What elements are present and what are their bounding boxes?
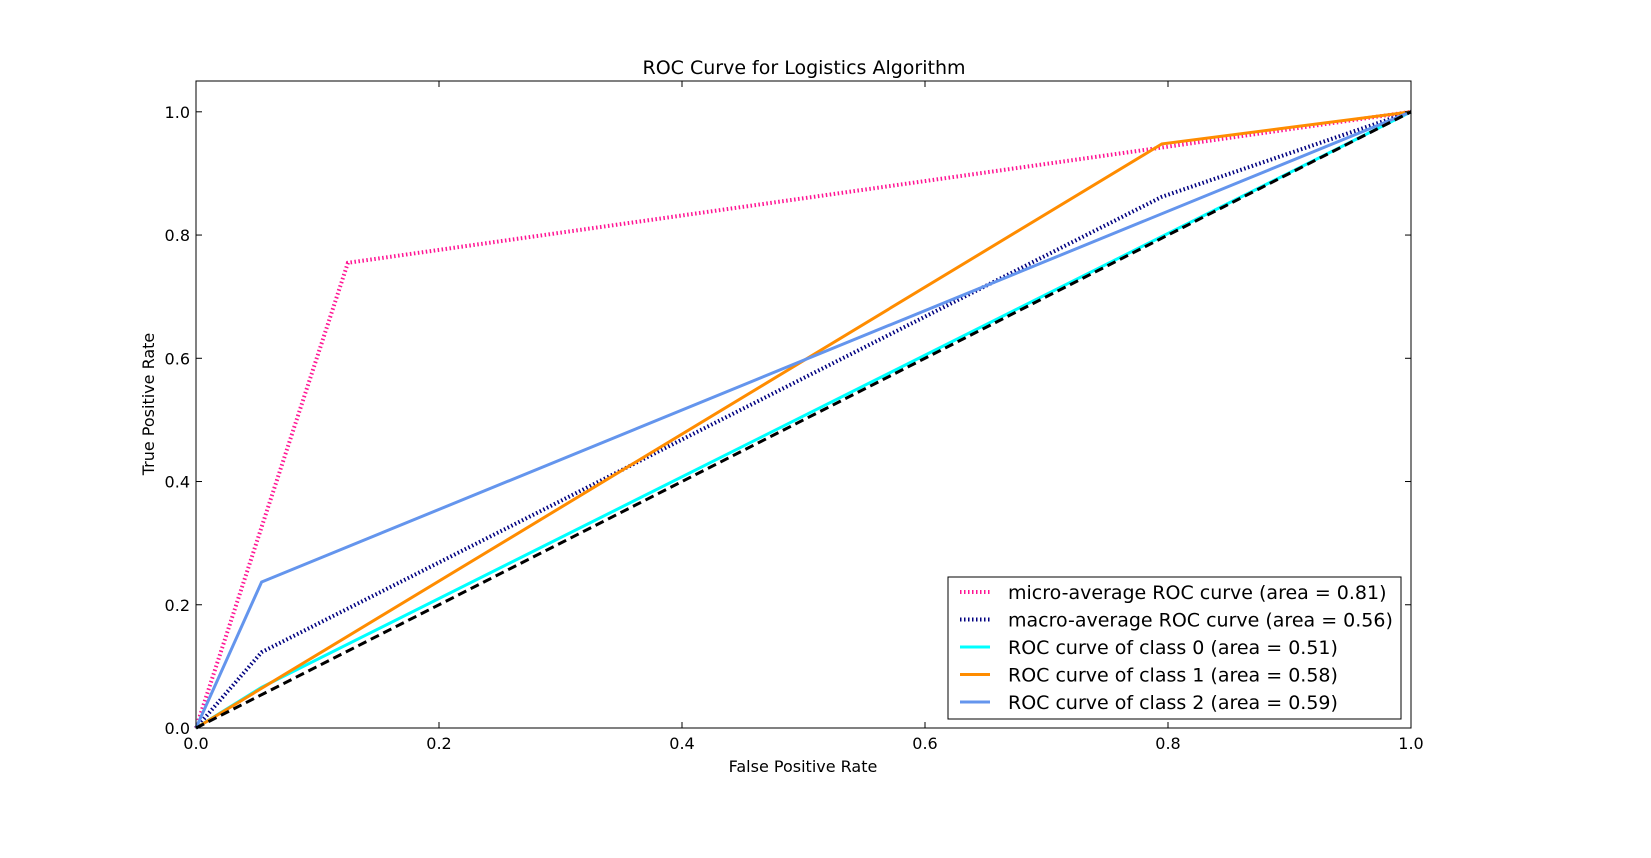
y-tick-label: 1.0 bbox=[165, 103, 190, 122]
roc-series-1 bbox=[194, 109, 1412, 730]
tick-layer: 0.0 0.2 0.4 0.6 0.8 1.0 0.0 0.2 0.4 0.6 0.8 1.0 bbox=[165, 81, 1424, 753]
y-axis-label: True Positive Rate bbox=[139, 333, 158, 477]
x-tick-label: 0.0 bbox=[183, 734, 208, 753]
legend-entry-label: micro-average ROC curve (area = 0.81) bbox=[1008, 582, 1387, 604]
legend-entry-label: macro-average ROC curve (area = 0.56) bbox=[1008, 610, 1393, 632]
x-tick-label: 0.6 bbox=[912, 734, 937, 753]
y-tick-label: 0.4 bbox=[165, 473, 190, 492]
x-tick-label: 0.8 bbox=[1155, 734, 1180, 753]
chart-title: ROC Curve for Logistics Algorithm bbox=[643, 57, 966, 79]
roc-series-4 bbox=[194, 110, 1412, 729]
y-tick-label: 0.0 bbox=[165, 719, 190, 738]
y-tick-label: 0.8 bbox=[165, 226, 190, 245]
y-tick-label: 0.2 bbox=[165, 596, 190, 615]
roc-series-3 bbox=[195, 110, 1412, 730]
x-tick-label: 0.2 bbox=[426, 734, 451, 753]
x-tick-label: 1.0 bbox=[1398, 734, 1423, 753]
legend-entry-label: ROC curve of class 0 (area = 0.51) bbox=[1008, 637, 1338, 659]
plot-frame bbox=[195, 80, 1412, 729]
x-tick-label: 0.4 bbox=[669, 734, 694, 753]
x-axis-label: False Positive Rate bbox=[729, 757, 878, 776]
roc-series-0 bbox=[194, 109, 1412, 729]
legend-box bbox=[947, 576, 1402, 720]
series-layer bbox=[194, 109, 1412, 730]
chance-reference-line bbox=[195, 110, 1412, 730]
legend: micro-average ROC curve (area = 0.81) mac… bbox=[947, 576, 1402, 720]
legend-entry-label: ROC curve of class 1 (area = 0.58) bbox=[1008, 665, 1338, 687]
legend-entry-label: ROC curve of class 2 (area = 0.59) bbox=[1008, 692, 1338, 714]
y-tick-label: 0.6 bbox=[165, 349, 190, 368]
